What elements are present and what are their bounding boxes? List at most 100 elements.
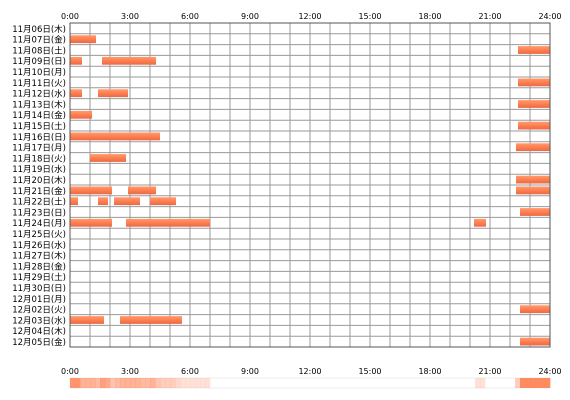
plot-frame [69,22,551,348]
summary-density-cell [180,378,186,388]
sleep-bar [128,186,156,195]
summary-density-cell [175,378,181,388]
row-label: 11月18日(火) [12,154,66,164]
summary-density-cell [525,378,531,388]
summary-density-cell [530,378,536,388]
row-label: 11月20日(木) [12,175,66,186]
x-tick-label-top: 12:00 [298,12,321,21]
sleep-bar [70,35,96,44]
row-label: 11月22日(土) [12,197,66,208]
x-tick-label-top: 0:00 [61,12,79,21]
sleep-bar [70,132,160,141]
x-tick-label-bottom: 3:00 [121,367,139,376]
summary-density-cell [115,378,121,388]
sleep-bar [120,316,182,324]
sleep-bar [516,143,550,152]
summary-density-cell [140,378,146,388]
summary-density-cell [85,378,91,388]
sleep-bar [126,218,210,227]
sleep-bar [90,154,126,162]
x-tick-label-top: 3:00 [121,12,139,21]
summary-density-cell [190,378,196,388]
summary-density-cell [475,378,481,388]
sleep-bar [520,337,550,346]
x-axis-bottom: 0:00 3:00 6:00 9:00 12:00 15:00 18:00 21:00 24:0… [61,367,562,376]
x-tick-label-bottom: 6:00 [181,367,199,376]
row-label: 11月21日(金) [12,186,66,197]
row-label: 11月11日(火) [12,79,66,89]
x-tick-label-top: 15:00 [358,12,381,21]
sleep-bar [114,197,140,206]
summary-density-cell [160,378,166,388]
summary-density-cell [95,378,101,388]
summary-density-cell [165,378,171,388]
summary-density-cell [540,378,546,388]
summary-density-cell [200,378,206,388]
sleep-bar [70,110,92,119]
summary-density-cell [205,378,211,388]
row-label: 11月25日(火) [12,230,66,240]
summary-density-cell [170,378,176,388]
row-label: 12月03日(水) [12,315,66,326]
row-label: 11月19日(水) [12,164,66,175]
row-label: 12月04日(木) [12,326,66,337]
summary-density-cell [130,378,136,388]
x-tick-label-top: 6:00 [181,12,199,21]
row-label: 11月23日(日) [12,208,66,218]
row-label: 11月13日(木) [12,99,66,110]
row-label: 11月27日(木) [12,251,66,262]
grid [70,23,550,347]
summary-density-cell [90,378,96,388]
sleep-bar [518,46,550,54]
sleep-bar [98,89,128,98]
sleep-bar [70,197,78,206]
summary-density-cell [185,378,191,388]
summary-strip [69,377,551,389]
summary-density-cell [150,378,156,388]
summary-density-cell [75,378,81,388]
summary-density-cell [195,378,201,388]
row-label: 11月24日(月) [12,219,66,229]
sleep-bar [516,186,550,195]
row-label: 11月10日(月) [12,68,66,78]
sleep-bar [518,100,550,108]
summary-density-cell [110,378,116,388]
summary-density-cell [70,378,76,388]
sleep-bar [70,316,104,324]
summary-density-cell [515,378,521,388]
x-axis-top: 0:00 3:00 6:00 9:00 12:00 15:00 18:00 21:00 24:0… [61,12,562,21]
row-label: 11月17日(月) [12,144,66,154]
sleep-bar [520,208,550,216]
x-tick-label-top: 21:00 [478,12,501,21]
sleep-bar [518,78,550,87]
x-tick-label-top: 24:00 [538,12,561,21]
x-tick-label-bottom: 24:00 [538,367,561,376]
row-label: 12月02日(火) [12,306,66,316]
x-tick-label-bottom: 9:00 [241,367,259,376]
x-tick-label-bottom: 0:00 [61,367,79,376]
sleep-bar [520,305,550,314]
sleep-bar [70,218,112,227]
row-label: 12月01日(月) [12,295,66,305]
x-tick-label-top: 9:00 [241,12,259,21]
sleep-bar [70,186,112,195]
sleep-bar [518,121,550,130]
row-label: 11月29日(土) [12,272,66,283]
row-label: 11月12日(水) [12,89,66,100]
sleep-bar [474,218,486,227]
row-label: 11月06日(木) [12,24,66,35]
summary-density-cell [545,378,551,388]
sleep-bars [70,35,550,346]
summary-density-cell [145,378,151,388]
summary-density-cell [535,378,541,388]
row-label: 12月05日(金) [12,337,66,348]
row-label: 11月30日(日) [12,284,66,294]
row-labels: 11月06日(木)11月07日(金)11月08日(土)11月09日(日)11月1… [12,24,66,348]
row-label: 11月14日(金) [12,110,66,121]
summary-density-cell [520,378,526,388]
summary-density-cell [480,378,486,388]
row-label: 11月28日(金) [12,261,66,272]
sleep-bar [102,56,156,65]
row-label: 11月26日(水) [12,240,66,251]
